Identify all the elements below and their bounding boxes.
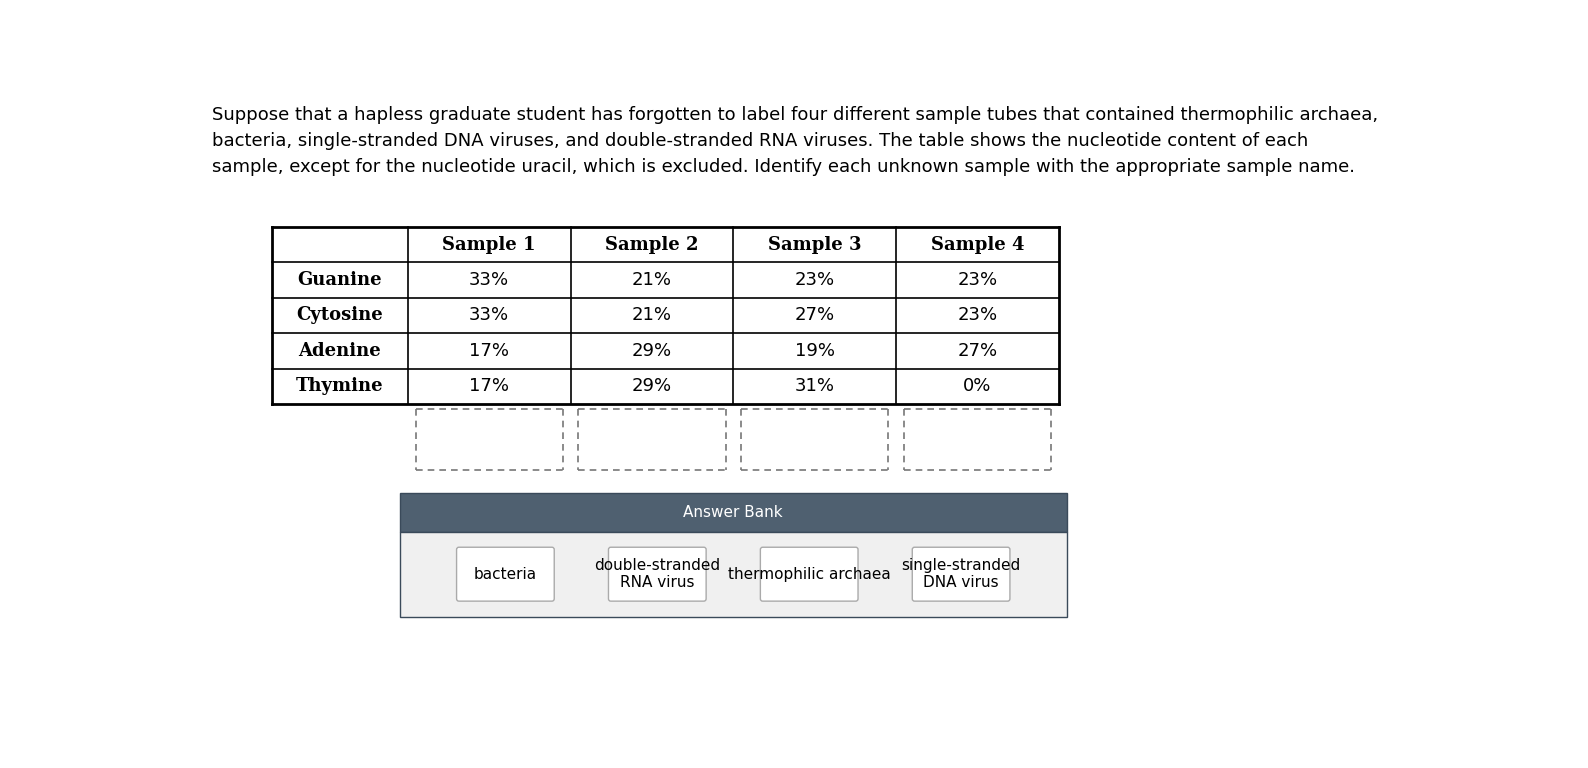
Text: 29%: 29%	[632, 342, 672, 360]
Text: Answer Bank: Answer Bank	[683, 505, 783, 520]
FancyBboxPatch shape	[912, 548, 1010, 601]
Text: Guanine: Guanine	[297, 271, 383, 289]
Text: 27%: 27%	[794, 306, 835, 324]
Text: 17%: 17%	[468, 342, 510, 360]
Text: 23%: 23%	[794, 271, 835, 289]
Text: thermophilic archaea: thermophilic archaea	[727, 567, 891, 581]
Text: sample, except for the nucleotide uracil, which is excluded. Identify each unkno: sample, except for the nucleotide uracil…	[213, 158, 1356, 177]
Text: 21%: 21%	[632, 271, 672, 289]
FancyBboxPatch shape	[608, 548, 707, 601]
Text: Sample 4: Sample 4	[931, 236, 1024, 253]
Text: single-stranded
DNA virus: single-stranded DNA virus	[902, 558, 1021, 591]
Text: Sample 2: Sample 2	[605, 236, 699, 253]
Text: double-stranded
RNA virus: double-stranded RNA virus	[594, 558, 721, 591]
Text: 0%: 0%	[964, 377, 991, 396]
Text: 21%: 21%	[632, 306, 672, 324]
Text: 29%: 29%	[632, 377, 672, 396]
Text: Cytosine: Cytosine	[297, 306, 383, 324]
Text: 27%: 27%	[958, 342, 997, 360]
FancyBboxPatch shape	[761, 548, 858, 601]
Text: Suppose that a hapless graduate student has forgotten to label four different sa: Suppose that a hapless graduate student …	[213, 106, 1378, 124]
Text: Sample 1: Sample 1	[443, 236, 535, 253]
Text: 31%: 31%	[794, 377, 835, 396]
Text: bacteria: bacteria	[473, 567, 537, 581]
Text: 23%: 23%	[958, 271, 997, 289]
Bar	[400, 531, 1067, 617]
Text: Sample 3: Sample 3	[769, 236, 861, 253]
Bar	[400, 493, 1067, 531]
Text: 33%: 33%	[468, 306, 510, 324]
Text: 17%: 17%	[468, 377, 510, 396]
FancyBboxPatch shape	[457, 548, 554, 601]
Text: 23%: 23%	[958, 306, 997, 324]
Text: bacteria, single-stranded DNA viruses, and double-stranded RNA viruses. The tabl: bacteria, single-stranded DNA viruses, a…	[213, 132, 1309, 151]
Text: Thymine: Thymine	[295, 377, 384, 396]
Text: 33%: 33%	[468, 271, 510, 289]
Text: 19%: 19%	[794, 342, 835, 360]
Text: Adenine: Adenine	[299, 342, 381, 360]
